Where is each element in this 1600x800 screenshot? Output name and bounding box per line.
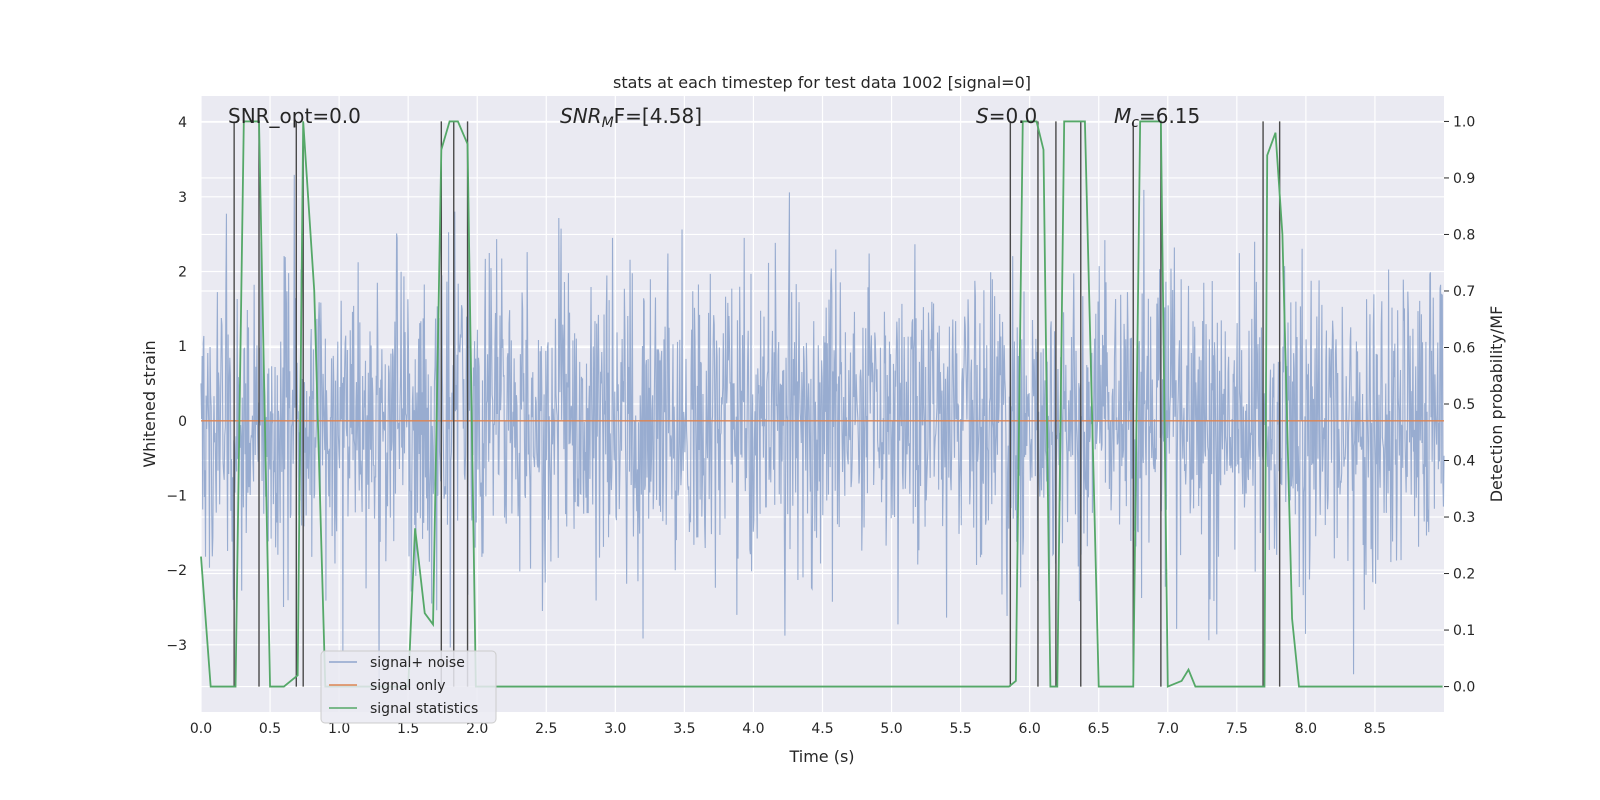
y2-tick-label: 1.0	[1453, 114, 1475, 130]
x-tick-label: 0.5	[259, 721, 281, 737]
y-tick-label: 0	[178, 414, 187, 430]
annotation-s-sym: S	[976, 104, 989, 128]
y-tick-label: 3	[178, 190, 187, 206]
x-tick-label: 2.5	[535, 721, 557, 737]
x-tick-label: 1.5	[397, 721, 419, 737]
y-tick-label: 1	[178, 339, 187, 355]
y2-tick-label: 0.8	[1453, 227, 1475, 243]
signal-statistics-series	[200, 120, 1443, 688]
y-axis-label: Whitened strain	[140, 340, 159, 467]
annotation-snr-mf-sub: M	[602, 115, 614, 131]
legend: signal+ noise signal only signal statist…	[320, 650, 497, 724]
x-tick-label: 4.5	[811, 721, 833, 737]
y2-tick-label: 0.1	[1453, 623, 1475, 639]
y-tick-label: −3	[166, 638, 187, 654]
annotation-mc-base: M	[1114, 104, 1131, 128]
x-tick-label: 5.5	[949, 721, 971, 737]
x-tick-label: 8.5	[1364, 721, 1386, 737]
axis-ticks: 0.0 0.5 1.0 1.5 2.0 2.5 3.0 3.5 4.0 4.5 5.0 5.5 6.0 6…	[166, 114, 1475, 737]
x-tick-label: 7.0	[1157, 721, 1179, 737]
statistics-line	[200, 120, 1443, 688]
y2-tick-label: 0.3	[1453, 510, 1475, 526]
y-tick-label: 4	[178, 115, 187, 131]
annotation-mc-rest: =6.15	[1139, 104, 1200, 128]
legend-entry-noise: signal+ noise	[370, 655, 465, 671]
legend-box	[320, 650, 497, 724]
x-tick-label: 2.0	[466, 721, 488, 737]
y2-tick-label: 0.5	[1453, 397, 1475, 413]
y-tick-label: −1	[166, 488, 187, 504]
x-tick-label: 3.0	[604, 721, 626, 737]
x-tick-label: 5.0	[880, 721, 902, 737]
x-tick-label: 8.0	[1295, 721, 1317, 737]
x-tick-label: 7.5	[1226, 721, 1248, 737]
chart-title: stats at each timestep for test data 100…	[613, 73, 1031, 92]
y2-tick-label: 0.4	[1453, 454, 1475, 470]
noise-line	[200, 174, 1445, 680]
signal-noise-series	[200, 174, 1445, 680]
y2-axis-label: Detection probability/MF	[1487, 306, 1506, 503]
x-tick-label: 1.0	[328, 721, 350, 737]
legend-entry-signal-only: signal only	[370, 678, 445, 694]
y2-tick-label: 0.2	[1453, 567, 1475, 583]
x-tick-label: 6.0	[1019, 721, 1041, 737]
annotation-snr-mf-base: SNR	[560, 104, 602, 128]
x-tick-label: 4.0	[742, 721, 764, 737]
x-tick-label: 6.5	[1088, 721, 1110, 737]
y2-tick-label: 0.7	[1453, 284, 1475, 300]
annotation-snr-mf-rest: F=[4.58]	[614, 104, 702, 128]
y-tick-label: 2	[178, 264, 187, 280]
x-tick-label: 3.5	[673, 721, 695, 737]
y2-tick-label: 0.6	[1453, 340, 1475, 356]
legend-entry-statistics: signal statistics	[370, 701, 478, 717]
annotation-mc-sub: c	[1131, 115, 1139, 131]
annotation-mc: Mc=6.15	[1114, 104, 1200, 131]
annotation-snr-opt: SNR_opt=0.0	[228, 104, 361, 128]
x-tick-label: 0.0	[190, 721, 212, 737]
annotation-s-rest: =0.0	[989, 104, 1038, 128]
annotation-snr-mf: SNRMF=[4.58]	[560, 104, 702, 131]
y-tick-label: −2	[166, 563, 187, 579]
x-axis-label: Time (s)	[788, 747, 854, 766]
vertical-lines	[233, 121, 1281, 687]
y2-tick-label: 0.9	[1453, 171, 1475, 187]
y2-tick-label: 0.0	[1453, 680, 1475, 696]
annotation-s: S=0.0	[976, 104, 1037, 128]
